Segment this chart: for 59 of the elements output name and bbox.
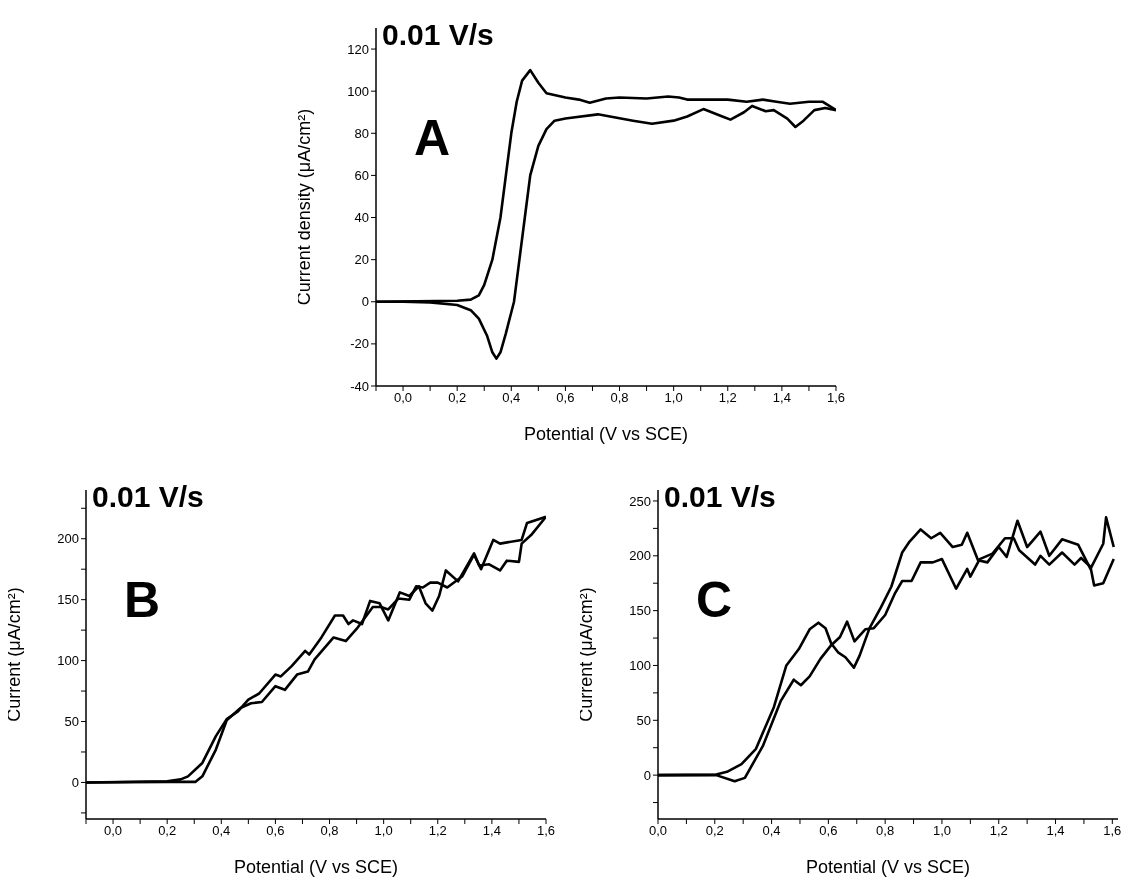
x-tick-label: 0,4	[762, 823, 781, 839]
x-tick-label: 0,2	[448, 390, 467, 406]
y-tick-label: -20	[350, 336, 369, 352]
y-tick-label: 20	[354, 252, 369, 268]
x-tick-label: 0,2	[158, 823, 177, 839]
y-tick-label: 100	[629, 658, 651, 674]
x-tick-label: 1,0	[374, 823, 393, 839]
y-tick-label: 100	[57, 653, 79, 669]
annotation: 0.01 V/s	[92, 480, 204, 513]
annotation: B	[124, 572, 161, 628]
x-tick-label: 0,0	[394, 390, 413, 406]
x-tick-label: 0,8	[876, 823, 895, 839]
y-tick-label: 150	[629, 603, 651, 619]
y-tick-label: 100	[347, 83, 369, 99]
annotation: C	[696, 572, 733, 628]
y-tick-label: 50	[64, 714, 79, 730]
y-tick-label: 150	[57, 592, 79, 608]
annotation: A	[414, 110, 451, 166]
y-tick-label: -40	[350, 378, 369, 394]
x-tick-label: 0,8	[320, 823, 339, 839]
x-tick-label: 1,4	[482, 823, 501, 839]
annotation: 0.01 V/s	[664, 480, 776, 513]
y-tick-label: 200	[57, 531, 79, 547]
y-axis-title: Current (μA/cm²)	[4, 587, 25, 722]
x-tick-label: 0,4	[502, 390, 521, 406]
x-tick-label: 1,0	[932, 823, 951, 839]
x-tick-label: 1,0	[664, 390, 683, 406]
y-tick-label: 120	[347, 41, 369, 57]
y-axis-title: Current density (μA/cm²)	[294, 108, 315, 306]
x-tick-label: 1,6	[826, 390, 846, 406]
x-tick-label: 0,6	[819, 823, 838, 839]
x-tick-label: 0,8	[610, 390, 629, 406]
x-tick-label: 1,4	[772, 390, 791, 406]
y-tick-label: 80	[354, 125, 369, 141]
y-axis-title: Current (μA/cm²)	[576, 587, 597, 722]
x-tick-label: 1,6	[536, 823, 556, 839]
x-tick-label: 0,0	[648, 823, 668, 839]
y-tick-label: 50	[636, 712, 651, 728]
x-tick-label: 1,2	[718, 390, 737, 406]
x-tick-label: 1,2	[989, 823, 1008, 839]
y-tick-label: 0	[361, 294, 369, 310]
y-tick-label: 250	[629, 493, 651, 509]
x-axis-title: Potential (V vs SCE)	[233, 857, 399, 877]
x-axis-title: Potential (V vs SCE)	[523, 424, 689, 444]
x-tick-label: 1,6	[1103, 823, 1122, 839]
x-tick-label: 0,4	[212, 823, 231, 839]
x-tick-label: 0,6	[266, 823, 285, 839]
x-tick-label: 0,0	[104, 823, 123, 839]
y-tick-label: 40	[354, 210, 369, 226]
x-tick-label: 1,2	[428, 823, 447, 839]
y-tick-label: 0	[643, 767, 651, 783]
annotation: 0.01 V/s	[382, 18, 494, 51]
y-tick-label: 0	[71, 775, 79, 791]
y-tick-label: 200	[629, 548, 651, 564]
x-tick-label: 0,6	[556, 390, 575, 406]
x-tick-label: 1,4	[1046, 823, 1065, 839]
x-axis-title: Potential (V vs SCE)	[805, 857, 971, 877]
y-tick-label: 60	[354, 168, 369, 184]
x-tick-label: 0,2	[705, 823, 724, 839]
